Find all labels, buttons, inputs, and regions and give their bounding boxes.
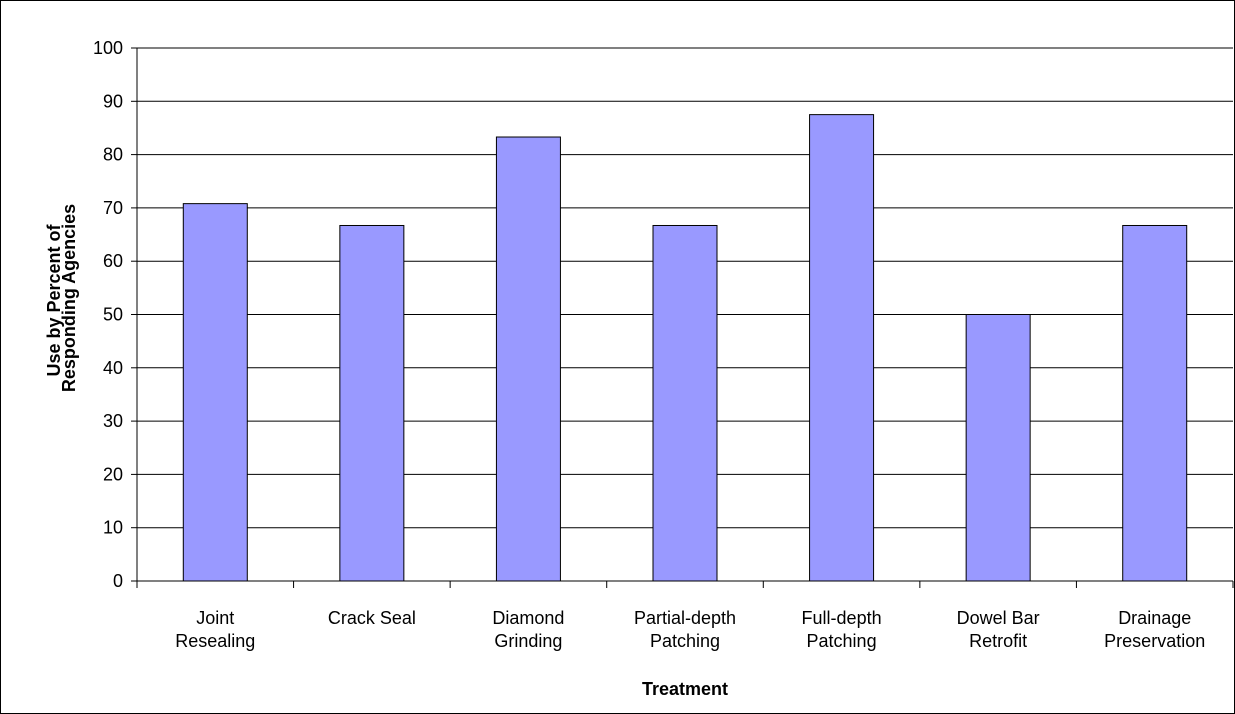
bars — [182, 114, 1188, 582]
x-axis-title: Treatment — [642, 679, 728, 699]
y-tick-label: 100 — [93, 38, 123, 58]
x-tick-label: Joint Resealing — [175, 608, 255, 651]
y-tick-label: 60 — [103, 251, 123, 271]
y-tick-label: 50 — [103, 305, 123, 325]
x-tick-label: Diamond Grinding — [492, 608, 564, 651]
bar — [182, 203, 248, 582]
y-tick-label: 80 — [103, 145, 123, 165]
y-tick-label: 0 — [113, 571, 123, 591]
y-tick-label: 90 — [103, 91, 123, 111]
gridlines — [137, 47, 1233, 529]
bar — [809, 114, 875, 582]
y-axis-title-line-1: Use by Percent of — [44, 223, 64, 376]
bar — [1122, 224, 1188, 582]
x-tick-label: Partial-depth Patching — [634, 608, 736, 651]
x-tick-label: Crack Seal — [328, 608, 416, 628]
x-tick-label: Dowel Bar Retrofit — [957, 608, 1040, 651]
bar — [965, 314, 1031, 582]
x-tick-label: Drainage Preservation — [1104, 608, 1205, 651]
x-tick-labels: Joint Resealing Crack Seal Diamond Grinding P… — [136, 581, 1234, 651]
bar — [339, 224, 405, 582]
y-axis-title-line-2: Responding Agencies — [59, 204, 79, 392]
y-tick-label: 30 — [103, 411, 123, 431]
y-tick-label: 20 — [103, 464, 123, 484]
y-tick-label: 40 — [103, 358, 123, 378]
y-axis-title: Use by Percent of Responding Agencies — [44, 204, 79, 392]
y-tick-label: 70 — [103, 198, 123, 218]
bar — [495, 136, 561, 582]
y-tick-labels: 0 10 20 30 40 50 60 70 80 90 100 — [93, 38, 137, 591]
x-tick-label: Full-depth Patching — [802, 608, 882, 651]
bar — [652, 224, 718, 582]
y-tick-label: 10 — [103, 518, 123, 538]
